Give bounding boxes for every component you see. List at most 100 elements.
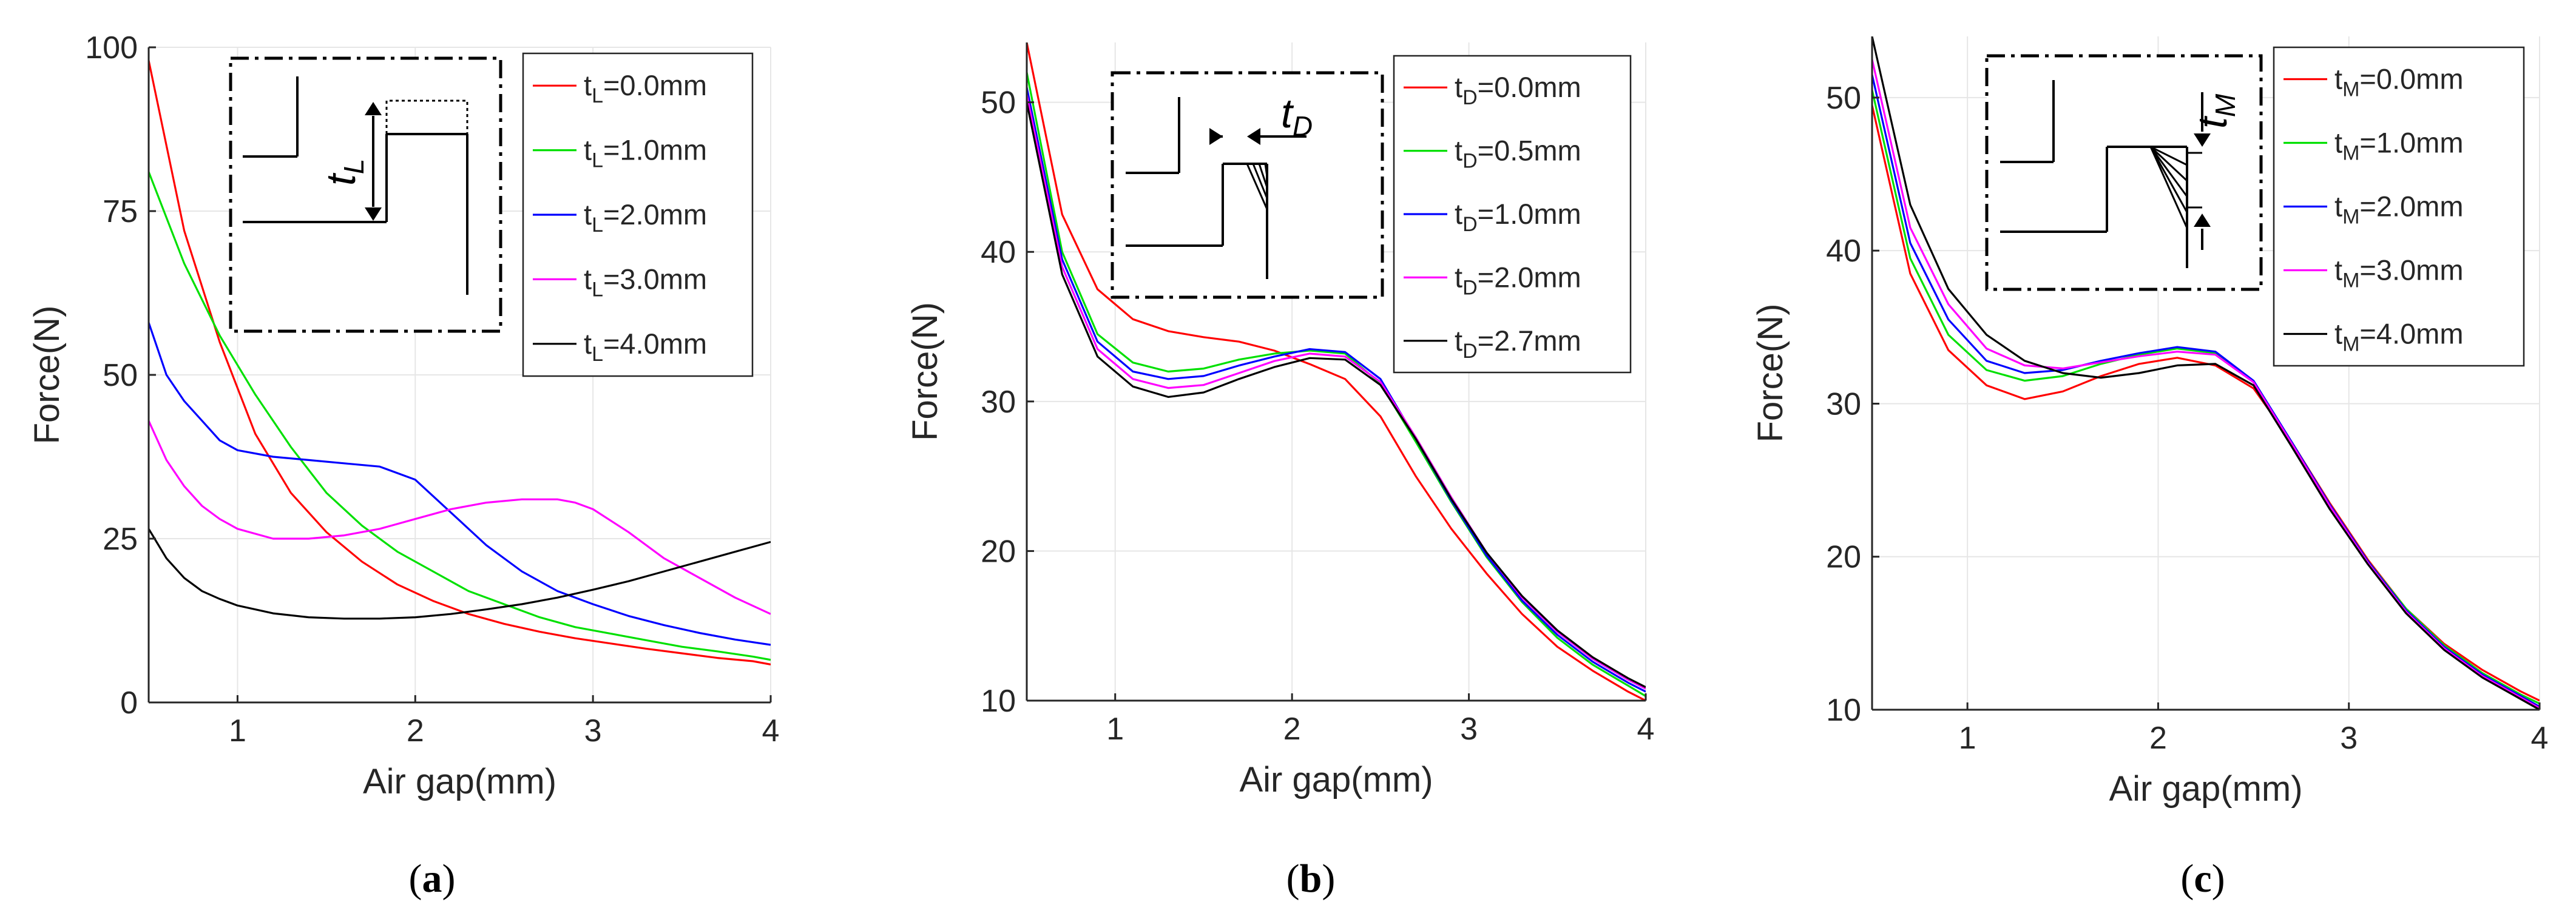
arrow-down-icon	[2194, 133, 2211, 147]
y-axis-label: Force(N)	[27, 306, 67, 445]
inset-dimension-label: tM	[2189, 93, 2241, 129]
legend-subscript: L	[592, 149, 603, 172]
y-tick-label: 20	[981, 534, 1016, 569]
y-tick-label: 10	[1826, 693, 1861, 728]
y-tick-label: 100	[85, 30, 138, 66]
legend-symbol: t	[2334, 254, 2342, 286]
legend-entry-label: tD=0.0mm	[1455, 71, 1581, 109]
series-line-00mm[interactable]	[149, 60, 771, 665]
x-tick-label: 4	[2531, 721, 2549, 756]
legend-value: =3.0mm	[2359, 254, 2463, 286]
legend-symbol: t	[584, 134, 592, 166]
x-tick-label: 2	[1283, 712, 1301, 747]
legend-subscript: D	[1462, 86, 1478, 109]
x-axis-label: Air gap(mm)	[1239, 760, 1433, 799]
legend-symbol: t	[584, 263, 592, 295]
chamfer-line	[2149, 146, 2188, 197]
schematic-inset: tD	[1111, 71, 1384, 299]
panel-caption: (b)	[1286, 857, 1336, 901]
y-tick-label: 50	[103, 358, 138, 393]
inset-dimension-label: tD	[1281, 90, 1313, 142]
series-line-10mm[interactable]	[1027, 87, 1646, 693]
legend-symbol: t	[2334, 190, 2342, 223]
arrow-up-icon	[2194, 214, 2211, 227]
legend-subscript: L	[592, 84, 603, 107]
legend-value: =2.0mm	[2359, 190, 2463, 223]
caption-close-paren: )	[442, 857, 456, 901]
legend-value: =1.0mm	[2359, 127, 2463, 159]
legend-value: =0.5mm	[1478, 135, 1581, 167]
series-line-40mm[interactable]	[149, 528, 771, 620]
series-line-20mm[interactable]	[1872, 74, 2540, 708]
x-tick-label: 4	[1637, 712, 1655, 747]
legend-value: =1.0mm	[603, 134, 707, 166]
series-line-30mm[interactable]	[1872, 59, 2540, 709]
series-line-10mm[interactable]	[1872, 89, 2540, 705]
series-line-00mm[interactable]	[1872, 105, 2540, 702]
legend-subscript: D	[1462, 213, 1478, 236]
x-tick-label: 3	[584, 713, 602, 749]
legend-entry-label: tD=2.0mm	[1455, 261, 1581, 299]
legend-value: =4.0mm	[2359, 318, 2463, 350]
chamfer-line	[1258, 163, 1268, 188]
legend-value: =0.0mm	[603, 69, 707, 101]
legend-entry-label: tL=1.0mm	[584, 134, 707, 172]
legend-subscript: D	[1462, 340, 1478, 363]
x-tick-label: 1	[229, 713, 246, 749]
legend-subscript: L	[592, 343, 603, 366]
legend-value: =0.0mm	[1478, 71, 1581, 103]
legend-subscript: D	[1462, 276, 1478, 299]
caption-open-paren: (	[409, 857, 422, 901]
x-tick-label: 2	[407, 713, 424, 749]
legend-symbol: t	[1455, 135, 1462, 167]
legend-entry-label: tM=2.0mm	[2334, 190, 2463, 229]
inset-dimension-label: tL	[318, 159, 370, 186]
legend-subscript: M	[2342, 269, 2359, 292]
series-line-10mm[interactable]	[149, 171, 771, 661]
panel-caption: (c)	[2180, 857, 2225, 901]
inset-symbol: t	[318, 172, 364, 186]
arrow-left-icon	[1247, 128, 1260, 145]
chamfer-line	[1264, 163, 1268, 177]
legend-value: =2.7mm	[1478, 325, 1581, 357]
series-line-40mm[interactable]	[1872, 36, 2540, 710]
y-tick-label: 20	[1826, 540, 1861, 575]
y-tick-label: 40	[981, 235, 1016, 270]
series-line-00mm[interactable]	[1027, 42, 1646, 701]
x-tick-label: 3	[2340, 721, 2358, 756]
x-tick-label: 4	[762, 713, 780, 749]
inset-frame	[1985, 54, 2263, 291]
legend-value: =4.0mm	[603, 328, 707, 360]
legend-subscript: M	[2342, 206, 2359, 229]
caption-close-paren: )	[2212, 857, 2225, 901]
y-axis-label: Force(N)	[1751, 304, 1790, 443]
legend-subscript: M	[2342, 333, 2359, 356]
step-outline-dotted	[385, 99, 468, 134]
legend-value: =1.0mm	[1478, 198, 1581, 230]
legend-subscript: M	[2342, 142, 2359, 165]
series-line-30mm[interactable]	[149, 420, 771, 615]
chamfer-line	[2149, 146, 2188, 182]
inset-subscript: M	[2209, 93, 2241, 117]
legend-entry-label: tL=2.0mm	[584, 198, 707, 237]
legend-entry-label: tL=3.0mm	[584, 263, 707, 301]
legend-entry-label: tD=2.7mm	[1455, 325, 1581, 363]
legend-entry-label: tD=0.5mm	[1455, 135, 1581, 173]
x-tick-label: 2	[2149, 721, 2167, 756]
series-line-20mm[interactable]	[1027, 94, 1646, 690]
x-tick-label: 1	[1106, 712, 1124, 747]
legend-subscript: L	[592, 278, 603, 301]
series-line-27mm[interactable]	[1027, 102, 1646, 688]
series-line-05mm[interactable]	[1027, 72, 1646, 697]
legend-symbol: t	[584, 198, 592, 231]
y-tick-label: 40	[1826, 234, 1861, 269]
x-axis-label: Air gap(mm)	[2109, 769, 2302, 809]
legend-symbol: t	[584, 69, 592, 101]
series-line-20mm[interactable]	[149, 322, 771, 646]
panel-caption: (a)	[409, 857, 456, 901]
caption-letter: c	[2194, 857, 2211, 901]
